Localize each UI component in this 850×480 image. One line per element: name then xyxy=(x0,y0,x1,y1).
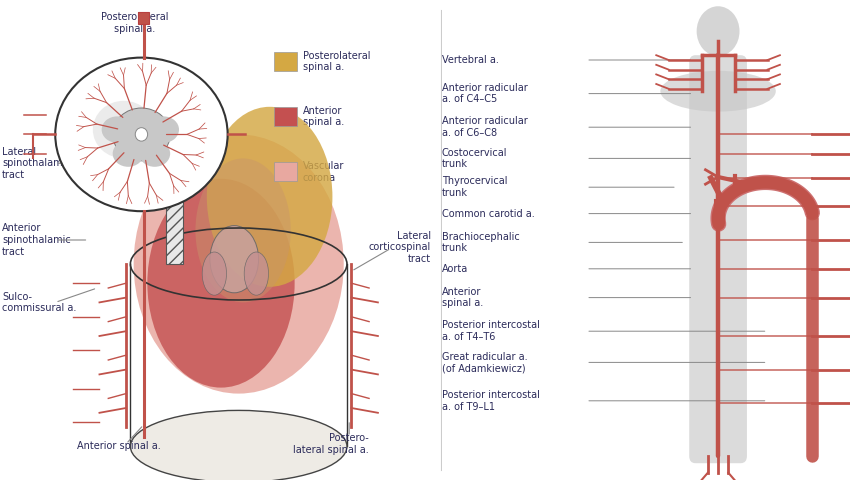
Text: Lateral
spinothalamic
tract: Lateral spinothalamic tract xyxy=(3,146,71,180)
Ellipse shape xyxy=(102,117,133,143)
Text: Sulco-
commissural a.: Sulco- commissural a. xyxy=(3,291,76,313)
Text: Posterolateral
spinal a.: Posterolateral spinal a. xyxy=(101,12,168,34)
Text: Vascular
corona: Vascular corona xyxy=(303,161,344,182)
Ellipse shape xyxy=(148,117,179,143)
Ellipse shape xyxy=(147,179,295,388)
Ellipse shape xyxy=(130,410,347,480)
Text: Anterior spinal a.: Anterior spinal a. xyxy=(77,442,162,451)
Text: Brachiocephalic
trunk: Brachiocephalic trunk xyxy=(442,232,519,253)
Ellipse shape xyxy=(196,158,291,302)
Text: Thyrocervical
trunk: Thyrocervical trunk xyxy=(442,176,507,198)
Text: Posterior intercostal
a. of T4–T6: Posterior intercostal a. of T4–T6 xyxy=(442,321,540,342)
Circle shape xyxy=(135,128,148,141)
FancyBboxPatch shape xyxy=(274,107,297,126)
Ellipse shape xyxy=(207,107,332,287)
Ellipse shape xyxy=(202,252,226,295)
Text: Anterior radicular
a. of C6–C8: Anterior radicular a. of C6–C8 xyxy=(442,116,528,138)
Ellipse shape xyxy=(210,226,258,293)
Ellipse shape xyxy=(244,252,269,295)
Text: Anterior
spinothalamic
tract: Anterior spinothalamic tract xyxy=(3,223,71,257)
Text: Great radicular a.
(of Adamkiewicz): Great radicular a. (of Adamkiewicz) xyxy=(442,351,528,373)
Text: Aorta: Aorta xyxy=(442,264,468,274)
Text: Anterior
spinal a.: Anterior spinal a. xyxy=(303,106,344,127)
Bar xyxy=(139,12,149,24)
Text: Posterior intercostal
a. of T9–L1: Posterior intercostal a. of T9–L1 xyxy=(442,390,540,411)
Text: Vertebral a.: Vertebral a. xyxy=(442,55,499,65)
Ellipse shape xyxy=(93,101,155,158)
Circle shape xyxy=(697,6,740,56)
Ellipse shape xyxy=(139,141,170,167)
Text: Anterior radicular
a. of C4–C5: Anterior radicular a. of C4–C5 xyxy=(442,83,528,104)
Ellipse shape xyxy=(660,71,776,111)
FancyBboxPatch shape xyxy=(274,162,297,181)
FancyBboxPatch shape xyxy=(274,52,297,71)
Text: Postero-
lateral spinal a.: Postero- lateral spinal a. xyxy=(293,433,369,455)
Bar xyxy=(166,197,184,264)
Ellipse shape xyxy=(55,58,228,211)
FancyBboxPatch shape xyxy=(689,55,747,463)
Ellipse shape xyxy=(113,141,144,167)
Text: Common carotid a.: Common carotid a. xyxy=(442,209,535,218)
Text: Anterior
spinal a.: Anterior spinal a. xyxy=(442,287,483,309)
Ellipse shape xyxy=(133,134,343,394)
Text: Posterolateral
spinal a.: Posterolateral spinal a. xyxy=(303,51,371,72)
Text: Costocervical
trunk: Costocervical trunk xyxy=(442,147,507,169)
Ellipse shape xyxy=(113,108,170,161)
Text: Lateral
corticospinal
tract: Lateral corticospinal tract xyxy=(369,230,431,264)
